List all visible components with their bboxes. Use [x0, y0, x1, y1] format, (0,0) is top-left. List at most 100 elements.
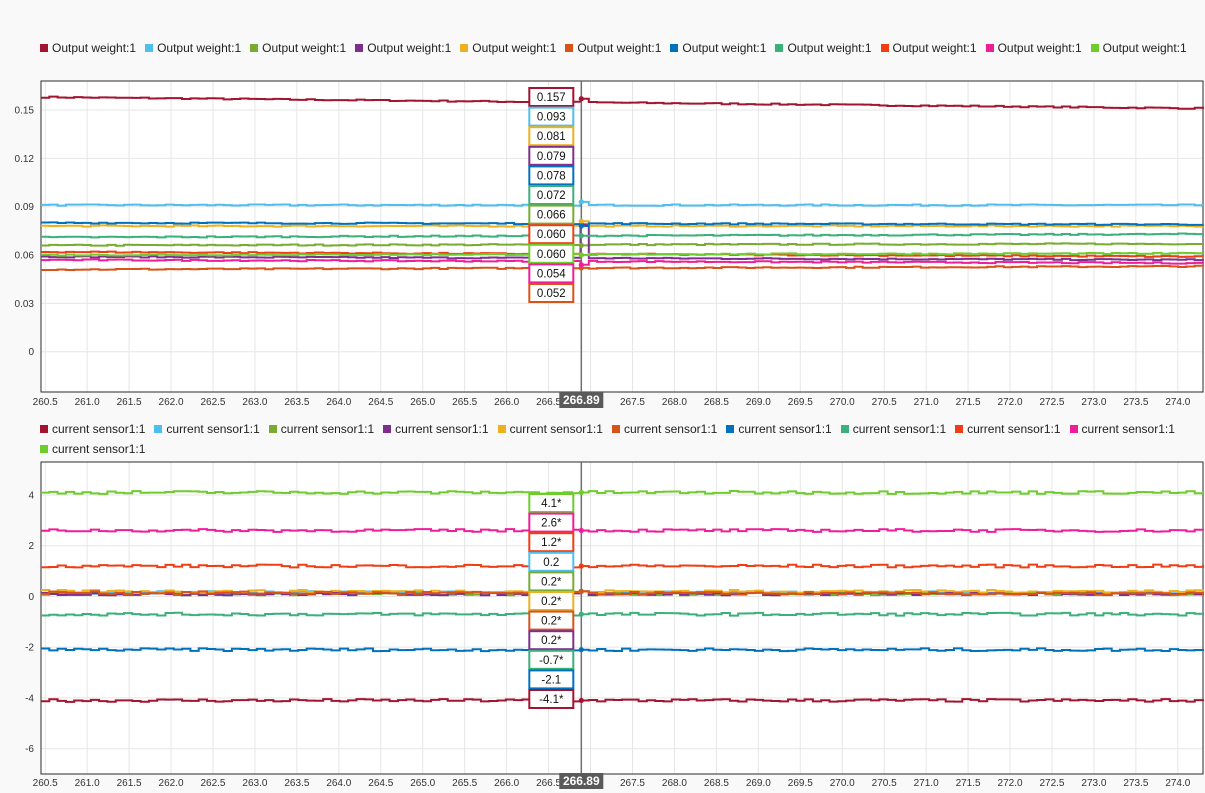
x-tick-label: 262.0: [159, 778, 184, 789]
cursor-value-box: [528, 591, 575, 611]
plot-area[interactable]: [40, 461, 1204, 775]
legend-entry[interactable]: Output weight:1: [985, 38, 1082, 58]
cursor-marker: [578, 218, 584, 224]
y-tick-label: 2: [28, 541, 34, 552]
legend-entry[interactable]: Output weight:1: [775, 38, 872, 58]
legend-label: Output weight:1: [787, 41, 872, 55]
legend-entry[interactable]: current sensor1:1: [40, 439, 145, 459]
series-line[interactable]: [41, 223, 1204, 262]
legend-label: Output weight:1: [52, 41, 137, 55]
legend-entry[interactable]: current sensor1:1: [726, 419, 832, 439]
x-tick-label: 273.5: [1123, 397, 1148, 408]
legend-swatch: [145, 44, 154, 52]
cursor-marker: [578, 527, 584, 534]
cursor-x-label: 266.89: [563, 774, 600, 788]
cursor-x-tag[interactable]: [559, 773, 604, 789]
legend-swatch: [40, 425, 48, 433]
x-tick-label: 271.5: [956, 397, 981, 408]
legend-entry[interactable]: Output weight:1: [1090, 38, 1187, 58]
x-tick-label: 272.5: [1039, 397, 1064, 408]
legend-swatch: [1090, 44, 1099, 52]
series-line[interactable]: [41, 220, 1204, 228]
y-tick-label: 0: [28, 592, 34, 603]
x-tick-label: 268.5: [704, 778, 729, 789]
legend-entry[interactable]: current sensor1:1: [840, 419, 947, 439]
cursor-marker: [578, 199, 584, 205]
legend-entry[interactable]: current sensor1:1: [40, 419, 145, 439]
x-tick-label: 272.0: [998, 397, 1023, 408]
series-line[interactable]: [41, 242, 1204, 247]
cursor-marker: [578, 647, 584, 653]
y-tick-label: 0.06: [15, 251, 35, 262]
legend-label: Output weight:1: [262, 41, 347, 55]
x-tick-label: 262.0: [159, 397, 184, 408]
cursor-marker: [578, 96, 584, 102]
series-line[interactable]: [41, 200, 1204, 207]
x-tick-label: 268.5: [704, 397, 729, 408]
series-line[interactable]: [41, 647, 1204, 653]
legend-swatch: [154, 425, 163, 433]
x-tick-label: 270.0: [830, 397, 855, 408]
x-tick-label: 266.5: [536, 397, 561, 408]
x-tick-label: 266.0: [494, 778, 519, 789]
x-tick-label: 264.0: [326, 778, 351, 789]
series-line[interactable]: [41, 258, 1204, 266]
series-line[interactable]: [41, 490, 1204, 495]
legend-label: Output weight:1: [997, 41, 1082, 55]
legend-entry[interactable]: Output weight:1: [670, 38, 766, 58]
cursor-value-label: 0.2*: [541, 635, 562, 647]
legend-label: current sensor1:1: [852, 422, 947, 436]
legend-swatch: [726, 425, 735, 433]
legend-entry[interactable]: current sensor1:1: [497, 419, 603, 439]
series-line[interactable]: [41, 590, 1204, 596]
legend-swatch: [880, 44, 889, 52]
legend-entry[interactable]: current sensor1:1: [611, 419, 717, 439]
legend-entry[interactable]: Output weight:1: [145, 38, 241, 58]
legend-swatch: [40, 44, 48, 52]
y-tick-label: 0.03: [15, 299, 35, 310]
series-line[interactable]: [41, 563, 1204, 569]
cursor-value-label: 1.2*: [541, 537, 562, 549]
cursor-value-label: 0.072: [537, 190, 566, 202]
legend-entry[interactable]: current sensor1:1: [154, 419, 260, 439]
legend-entry[interactable]: Output weight:1: [355, 38, 451, 58]
cursor-marker: [578, 611, 584, 617]
legend-entry[interactable]: current sensor1:1: [1069, 419, 1175, 439]
x-tick-label: 270.5: [872, 397, 897, 408]
series-line[interactable]: [41, 221, 1204, 228]
legend-entry[interactable]: current sensor1:1: [383, 419, 489, 439]
x-tick-label: 274.0: [1165, 397, 1190, 408]
x-tick-label: 271.0: [914, 778, 939, 789]
series-line[interactable]: [41, 264, 1204, 272]
x-tick-label: 264.0: [326, 397, 351, 408]
cursor-marker: [578, 489, 584, 496]
series-line[interactable]: [41, 698, 1204, 703]
series-line[interactable]: [41, 611, 1204, 617]
legend-entry[interactable]: current sensor1:1: [268, 419, 374, 439]
cursor-value-label: 0.079: [537, 151, 566, 163]
x-tick-label: 261.0: [75, 397, 100, 408]
cursor-value-box: [528, 649, 575, 670]
legend-entry[interactable]: Output weight:1: [460, 38, 556, 58]
legend-entry[interactable]: Output weight:1: [40, 38, 136, 58]
legend-entry[interactable]: Output weight:1: [880, 38, 977, 58]
legend-entry[interactable]: Output weight:1: [250, 38, 346, 58]
series-line[interactable]: [41, 528, 1204, 533]
series-line[interactable]: [41, 95, 1204, 110]
cursor-value-box: [528, 493, 575, 513]
x-tick-label: 273.0: [1081, 397, 1106, 408]
cursor-value-box: [528, 689, 575, 709]
legend-entry[interactable]: Output weight:1: [565, 38, 661, 58]
x-tick-label: 268.0: [662, 778, 687, 789]
cursor-value-box: [528, 204, 575, 225]
cursor-marker: [578, 588, 584, 594]
x-tick-label: 266.5: [536, 778, 561, 789]
cursor-x-tag[interactable]: [559, 392, 604, 408]
cursor-marker: [578, 223, 584, 229]
y-tick-label: 0.09: [15, 202, 35, 213]
legend-entry[interactable]: current sensor1:1: [955, 419, 1061, 439]
y-tick-label: -4: [25, 693, 34, 704]
series-line[interactable]: [41, 232, 1204, 239]
series-line[interactable]: [41, 251, 1204, 257]
